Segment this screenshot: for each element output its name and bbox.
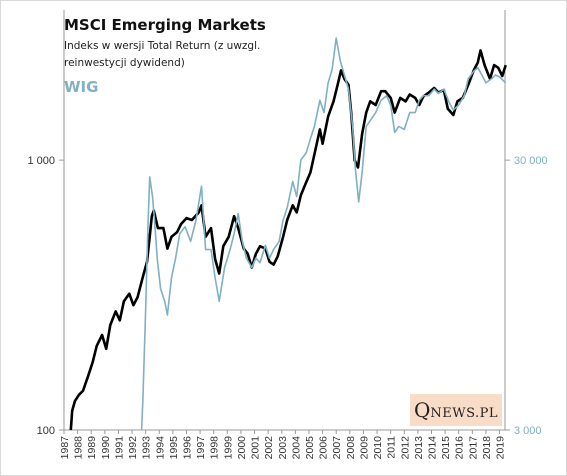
x-tick-label: 1993	[141, 436, 153, 460]
x-tick-label: 2018	[481, 436, 493, 460]
x-tick-label: 2015	[440, 436, 452, 460]
x-tick-label: 1989	[86, 436, 98, 460]
watermark-big-letter: Q	[413, 398, 431, 422]
x-tick-label: 2008	[345, 436, 357, 460]
x-tick-label: 1999	[222, 436, 234, 460]
x-tick-label: 2013	[413, 436, 425, 460]
wig-legend-label: WIG	[64, 78, 99, 96]
chart-title: MSCI Emerging Markets	[64, 16, 266, 34]
x-tick-label: 2010	[372, 436, 384, 460]
x-tick-label: 1998	[209, 436, 221, 460]
x-tick-label: 2019	[495, 436, 507, 460]
x-tick-label: 2009	[358, 436, 370, 460]
x-tick-label: 1995	[168, 436, 180, 460]
x-tick-label: 1994	[154, 436, 166, 460]
x-tick-label: 2017	[467, 436, 479, 460]
wig-series-line	[140, 37, 507, 431]
qnews-watermark: QNEWS.PL	[410, 394, 502, 426]
x-tick-label: 2014	[427, 436, 439, 460]
x-tick-label: 2003	[277, 436, 289, 460]
x-tick-label: 1997	[195, 436, 207, 460]
x-tick-label: 2012	[399, 436, 411, 460]
x-tick-label: 1988	[73, 436, 85, 460]
x-tick-label: 1987	[59, 436, 71, 460]
x-tick-label: 2005	[304, 436, 316, 460]
right-tick-label: 30 000	[514, 155, 548, 167]
x-tick-label: 2001	[250, 436, 262, 460]
x-tick-label: 1996	[182, 436, 194, 460]
x-tick-label: 1990	[100, 436, 112, 460]
left-tick-label: 1 000	[27, 155, 55, 167]
x-tick-label: 2002	[263, 436, 275, 460]
x-tick-label: 2006	[318, 436, 330, 460]
watermark-rest: NEWS.PL	[430, 406, 499, 421]
x-tick-label: 2016	[454, 436, 466, 460]
x-tick-label: 2004	[290, 436, 302, 460]
x-tick-label: 1992	[127, 436, 139, 460]
right-tick-label: 3 000	[514, 425, 542, 437]
x-tick-label: 2007	[331, 436, 343, 460]
x-tick-label: 2011	[386, 436, 398, 459]
left-tick-label: 100	[37, 425, 55, 437]
x-tick-label: 1991	[113, 436, 125, 460]
msci-series-line	[69, 49, 507, 431]
x-tick-label: 2000	[236, 436, 248, 460]
chart-subtitle: Indeks w wersji Total Return (z uwzgl. r…	[64, 40, 261, 69]
